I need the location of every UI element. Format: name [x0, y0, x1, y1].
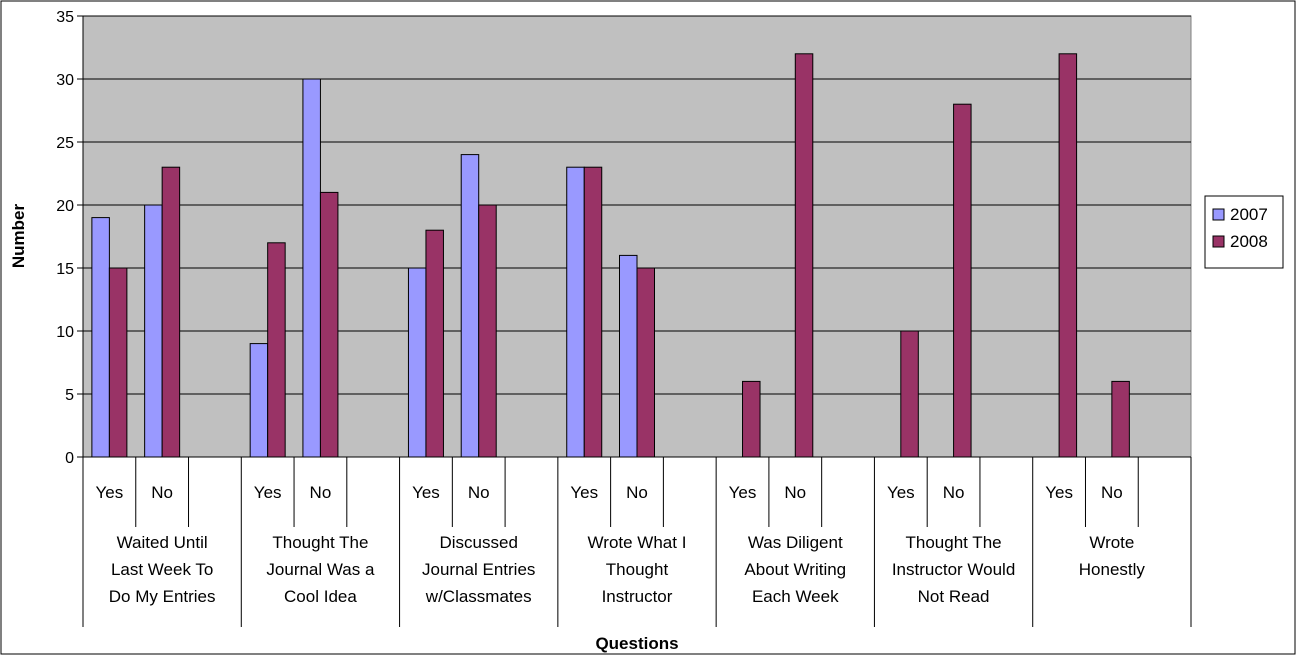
group-label-line: About Writing: [744, 560, 846, 579]
group-label-line: Each Week: [752, 587, 839, 606]
bar-2008: [161, 166, 181, 458]
legend-box: [1204, 195, 1284, 269]
y-tick-label: 30: [56, 72, 74, 89]
y-tick-label: 0: [65, 450, 74, 467]
bar-2008: [953, 103, 972, 458]
bar-2008: [742, 380, 761, 458]
subcategory-label: No: [468, 483, 490, 502]
bar-2008: [425, 229, 444, 458]
subcategory-label: No: [784, 483, 806, 502]
subcategory-label: Yes: [729, 483, 757, 502]
group-label-line: Waited Until: [117, 533, 208, 552]
subcategory-label: No: [626, 483, 648, 502]
subcategory-label: Yes: [254, 483, 282, 502]
group-label-line: Journal Entries: [422, 560, 535, 579]
group-label-line: Discussed: [440, 533, 518, 552]
bar-2007: [407, 267, 427, 458]
y-tick-label: 10: [56, 324, 74, 341]
subcategory-label: Yes: [570, 483, 598, 502]
subcategory-label: Yes: [1045, 483, 1073, 502]
legend-label: 2008: [1230, 232, 1268, 251]
legend-swatch: [1212, 235, 1225, 248]
legend-swatch: [1212, 208, 1225, 221]
bar-2007: [91, 217, 110, 458]
y-tick-label: 20: [56, 198, 74, 215]
group-label-line: Instructor: [602, 587, 673, 606]
group-label-line: Journal Was a: [266, 560, 375, 579]
subcategory-label: No: [310, 483, 332, 502]
subcategory-label: No: [151, 483, 173, 502]
bar-2008: [267, 242, 286, 458]
group-label-line: Cool Idea: [284, 587, 357, 606]
bar-2008: [319, 191, 339, 458]
group-label-line: Wrote What I: [588, 533, 687, 552]
y-tick-label: 35: [56, 9, 74, 26]
group-label-line: Thought: [606, 560, 669, 579]
subcategory-label: No: [1101, 483, 1123, 502]
bar-2007: [619, 254, 638, 458]
bar-2008: [1058, 53, 1078, 458]
y-axis: 0 5 10 15 20 25 30 35: [56, 9, 84, 467]
bar-2007: [144, 204, 163, 458]
group-label-line: w/Classmates: [425, 587, 532, 606]
bar-2007: [460, 154, 480, 458]
bar-2007: [566, 166, 585, 458]
y-axis-title: Number: [9, 204, 28, 269]
bar-2007: [302, 78, 321, 458]
subcategory-label: Yes: [887, 483, 915, 502]
bar-2008: [900, 330, 919, 458]
group-label-line: Not Read: [918, 587, 990, 606]
bar-2008: [583, 166, 603, 458]
y-tick-label: 25: [56, 135, 74, 152]
bar-2007: [249, 343, 269, 458]
y-tick-label: 5: [65, 387, 74, 404]
group-label-line: Honestly: [1079, 560, 1146, 579]
group-label-line: Wrote: [1089, 533, 1134, 552]
x-axis: Yes No Waited Until Last Week To Do My Entri…: [82, 456, 1192, 627]
bar-2008: [1111, 380, 1130, 458]
bars: [91, 53, 1130, 458]
group-label-line: Last Week To: [111, 560, 213, 579]
bar-2008: [478, 204, 497, 458]
x-axis-title: Questions: [595, 634, 678, 653]
group-label-line: Was Diligent: [748, 533, 843, 552]
group-label-line: Thought The: [906, 533, 1002, 552]
group-label-line: Thought The: [272, 533, 368, 552]
legend: 2007 2008: [1204, 195, 1284, 269]
subcategory-label: Yes: [412, 483, 440, 502]
subcategory-label: Yes: [96, 483, 124, 502]
group-label-line: Do My Entries: [109, 587, 216, 606]
bar-2008: [794, 53, 814, 458]
y-tick-label: 15: [56, 261, 74, 278]
subcategory-label: No: [943, 483, 965, 502]
bar-2008: [636, 267, 655, 458]
legend-label: 2007: [1230, 205, 1268, 224]
bar-2008: [108, 267, 128, 458]
group-label-line: Instructor Would: [892, 560, 1015, 579]
